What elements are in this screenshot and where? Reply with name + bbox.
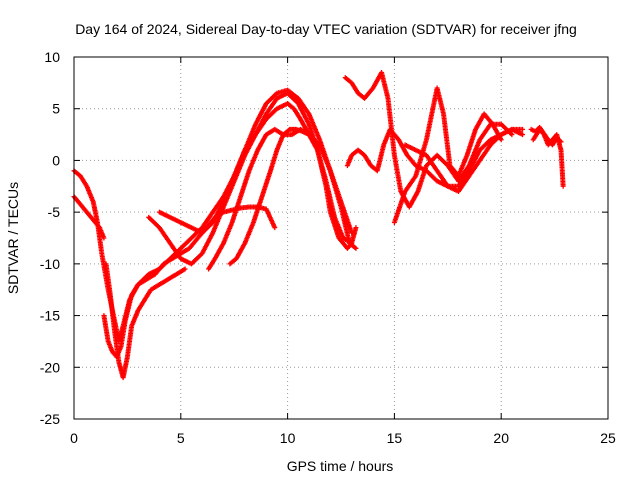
y-tick-label: 5 bbox=[52, 101, 60, 117]
chart-title: Day 164 of 2024, Sidereal Day-to-day VTE… bbox=[75, 21, 577, 37]
data-point bbox=[520, 132, 526, 138]
x-tick-label: 5 bbox=[177, 430, 185, 446]
x-tick-label: 15 bbox=[387, 430, 403, 446]
data-point bbox=[101, 235, 107, 241]
y-tick-label: -5 bbox=[48, 204, 61, 220]
x-tick-label: 0 bbox=[70, 430, 78, 446]
series-track-12 bbox=[402, 126, 526, 194]
series-track-2 bbox=[71, 194, 107, 241]
data-point bbox=[498, 137, 504, 143]
y-tick-label: -15 bbox=[40, 308, 60, 324]
y-tick-label: -20 bbox=[40, 359, 60, 375]
x-tick-label: 20 bbox=[493, 430, 509, 446]
data-point bbox=[558, 139, 564, 145]
series-track-14 bbox=[528, 124, 564, 148]
x-tick-label: 25 bbox=[600, 430, 616, 446]
y-axis-label: SDTVAR / TECUs bbox=[5, 182, 21, 294]
plot-area bbox=[71, 70, 566, 381]
data-point bbox=[353, 225, 359, 231]
data-point bbox=[272, 225, 278, 231]
data-point bbox=[560, 183, 566, 189]
data-point bbox=[353, 245, 359, 251]
series-track-3 bbox=[103, 261, 188, 381]
y-tick-label: -10 bbox=[40, 256, 60, 272]
plot-frame bbox=[73, 56, 609, 420]
y-tick-label: 0 bbox=[52, 152, 60, 168]
data-point bbox=[520, 126, 526, 132]
data-point bbox=[182, 266, 188, 272]
data-point bbox=[509, 132, 515, 138]
x-axis-label: GPS time / hours bbox=[287, 458, 394, 474]
series-track-8 bbox=[227, 126, 359, 267]
series-track-13 bbox=[530, 126, 566, 189]
x-tick-label: 10 bbox=[280, 430, 296, 446]
y-tick-label: 10 bbox=[44, 49, 60, 65]
y-tick-label: -25 bbox=[40, 411, 60, 427]
